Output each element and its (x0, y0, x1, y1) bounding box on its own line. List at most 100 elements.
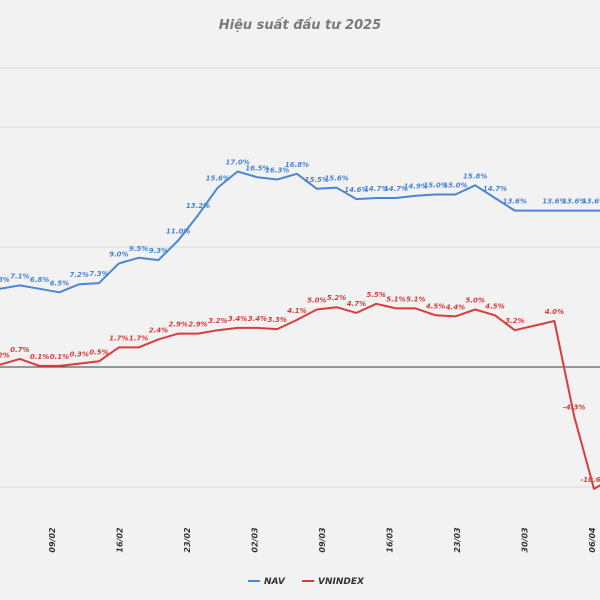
data-point (118, 262, 120, 265)
data-label: 5.1% (406, 295, 425, 303)
data-label: 4.5% (426, 302, 445, 310)
data-label: 15.0% (423, 182, 447, 190)
data-label: 13.6% (582, 198, 600, 206)
data-label: 5.0% (465, 297, 484, 305)
data-label: 0.1% (50, 353, 69, 361)
data-label: 5.5% (366, 291, 385, 299)
data-label: 2.9% (168, 321, 187, 329)
data-label: 1.7% (129, 334, 148, 342)
data-label: 6.8% (0, 276, 10, 284)
data-point (553, 320, 556, 322)
data-point (395, 197, 397, 199)
data-label: 0.3% (69, 351, 88, 359)
data-point (296, 319, 298, 321)
data-label: 3.4% (248, 315, 267, 323)
data-point (58, 365, 61, 367)
x-tick-label: 16/02 (116, 527, 125, 553)
data-point (336, 306, 338, 308)
data-point (435, 193, 437, 196)
x-tick-label: 23/02 (183, 527, 192, 553)
data-label: 4.7% (347, 300, 366, 308)
data-label: 3.2% (505, 317, 524, 325)
data-label: -10.6% (580, 476, 600, 484)
data-label: 14.6% (344, 186, 368, 194)
data-label: 17.0% (225, 159, 249, 167)
data-point (494, 197, 496, 199)
x-tick-label: 16/03 (386, 527, 395, 553)
data-point (177, 333, 179, 335)
data-point (355, 312, 357, 314)
series-line-vnindex (0, 302, 600, 490)
data-label: 15.6% (324, 175, 348, 183)
data-point (336, 187, 338, 189)
chart-title: Hiệu suất đầu tư 2025 (218, 18, 382, 33)
data-point (454, 315, 456, 317)
x-tick-label: 23/03 (453, 527, 462, 553)
data-label: 13.2% (186, 202, 210, 210)
data-label: 9.5% (129, 245, 148, 253)
data-point (375, 197, 377, 199)
data-label: 14.7% (384, 185, 408, 193)
data-point (0, 364, 1, 366)
data-point (415, 307, 417, 309)
legend-label-nav: NAV (264, 577, 286, 587)
data-point (454, 193, 456, 196)
data-label: 7.1% (10, 272, 29, 280)
data-label: 11.0% (166, 228, 190, 236)
data-point (19, 284, 21, 286)
x-tick-label: 30/03 (521, 527, 530, 553)
data-label: 5.0% (307, 297, 326, 305)
data-point (256, 176, 258, 178)
data-point (118, 346, 120, 349)
data-point (197, 333, 199, 335)
data-label: 3.2% (208, 317, 227, 325)
data-label: 16.8% (285, 161, 309, 169)
data-point (494, 314, 496, 316)
data-point (39, 365, 41, 367)
data-point (78, 362, 80, 365)
x-tick-label: 06/04 (588, 527, 597, 553)
data-point (514, 329, 516, 331)
data-label: 2.9% (188, 321, 207, 329)
data-label: 6.5% (50, 279, 69, 287)
data-label: 7.2% (69, 271, 88, 279)
x-tick-label: 09/03 (318, 527, 327, 553)
data-point (138, 346, 140, 349)
data-point (395, 307, 397, 309)
data-point (355, 198, 357, 200)
data-point (534, 325, 536, 327)
legend-label-vnindex: VNINDEX (318, 577, 365, 587)
data-point (316, 308, 318, 311)
data-point (217, 329, 219, 331)
data-point (296, 173, 298, 175)
data-label: 15.0% (443, 182, 467, 190)
data-label: 15.8% (463, 172, 487, 180)
data-point (435, 314, 437, 316)
data-point (534, 210, 536, 212)
data-label: 9.3% (149, 247, 168, 255)
x-tick-label: 02/03 (251, 527, 260, 553)
data-label: 5.2% (327, 294, 346, 302)
data-label: 9.0% (109, 251, 128, 259)
data-label: 14.7% (364, 185, 388, 193)
data-label: 2.4% (149, 326, 168, 334)
series-line-nav (0, 170, 600, 294)
data-label: 4.5% (485, 302, 504, 310)
data-point (98, 282, 100, 284)
data-label: 15.6% (206, 175, 230, 183)
data-label: 14.9% (404, 183, 428, 191)
data-label: 0.7% (10, 346, 29, 354)
data-point (573, 210, 575, 212)
data-label: 3.4% (228, 315, 247, 323)
data-point (197, 214, 199, 216)
data-point (98, 360, 100, 362)
data-point (157, 338, 159, 340)
data-point (39, 288, 41, 290)
data-label: 4.4% (446, 303, 465, 311)
data-point (237, 327, 239, 329)
x-tick-label: 09/02 (48, 527, 57, 553)
data-point (58, 291, 61, 293)
data-label: 14.7% (483, 185, 507, 193)
data-label: 0.2% (0, 352, 10, 360)
